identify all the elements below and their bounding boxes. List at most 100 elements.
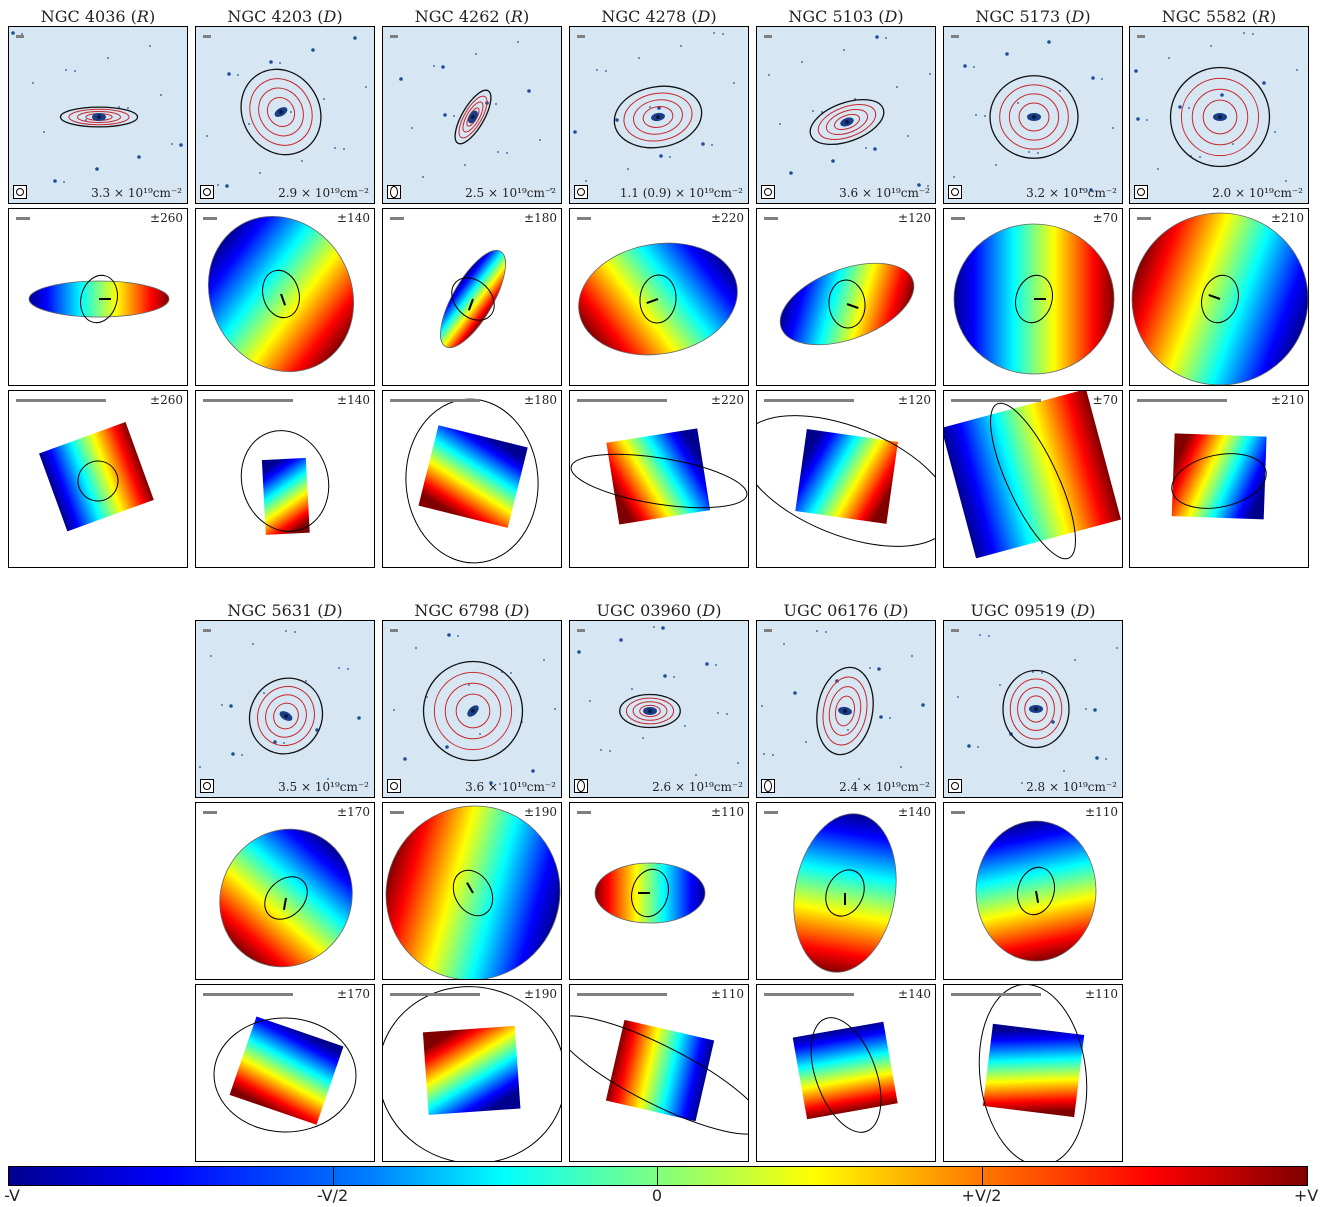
galaxy-type: R bbox=[136, 7, 149, 26]
galaxy-title: UGC 09519 (D) bbox=[970, 601, 1096, 620]
hi-velocity-panel: ±140 bbox=[195, 208, 375, 386]
galaxy-type: D bbox=[510, 601, 524, 620]
beam-icon bbox=[574, 779, 588, 793]
column-density-label: 2.4 × 10¹⁹cm⁻² bbox=[839, 780, 930, 794]
scale-bar bbox=[203, 629, 211, 632]
velocity-range-label: ±170 bbox=[337, 805, 370, 819]
hi-velocity-panel: ±180 bbox=[382, 208, 562, 386]
scale-bar bbox=[764, 993, 854, 996]
beam-icon bbox=[574, 185, 588, 199]
galaxy-title: NGC 4262 (R) bbox=[414, 7, 530, 26]
hi-velocity-map bbox=[793, 813, 897, 973]
hi-velocity-panel: ±110 bbox=[569, 802, 749, 980]
optical-hi-panel: 2.0 × 10¹⁹cm⁻² bbox=[1129, 26, 1309, 204]
hi-velocity-map bbox=[594, 862, 706, 924]
beam-icon bbox=[387, 185, 401, 199]
velocity-range-label: ±170 bbox=[337, 987, 370, 1001]
scale-bar bbox=[764, 811, 778, 814]
optical-image bbox=[393, 633, 556, 785]
scale-bar bbox=[764, 629, 772, 632]
velocity-range-label: ±120 bbox=[898, 211, 931, 225]
hi-velocity-panel: ±190 bbox=[382, 802, 562, 980]
galaxy-title: NGC 4278 (D) bbox=[601, 7, 717, 26]
galaxy-type: D bbox=[1076, 601, 1090, 620]
optical-image bbox=[1134, 32, 1298, 182]
stellar-velocity-panel: ±190 bbox=[382, 984, 562, 1162]
velocity-range-label: ±110 bbox=[1085, 805, 1118, 819]
velocity-range-label: ±140 bbox=[337, 211, 370, 225]
scale-bar bbox=[390, 811, 404, 814]
beam-icon bbox=[761, 185, 775, 199]
velocity-range-label: ±110 bbox=[1085, 987, 1118, 1001]
velocity-range-label: ±220 bbox=[711, 211, 744, 225]
hi-contours bbox=[619, 693, 681, 729]
optical-hi-panel: 1.1 (0.9) × 10¹⁹cm⁻² bbox=[569, 26, 749, 204]
optical-hi-panel: 3.3 × 10¹⁹cm⁻² bbox=[8, 26, 188, 204]
velocity-range-label: ±140 bbox=[898, 987, 931, 1001]
velocity-range-label: ±190 bbox=[524, 805, 557, 819]
optical-hi-panel: 2.9 × 10¹⁹cm⁻² bbox=[195, 26, 375, 204]
optical-hi-panel: 2.6 × 10¹⁹cm⁻² bbox=[569, 620, 749, 798]
galaxy-type: D bbox=[884, 7, 898, 26]
scale-bar bbox=[577, 217, 591, 220]
scale-bar bbox=[203, 993, 293, 996]
column-density-label: 3.5 × 10¹⁹cm⁻² bbox=[278, 780, 369, 794]
hi-velocity-map bbox=[28, 274, 170, 324]
stellar-velocity-panel: ±170 bbox=[195, 984, 375, 1162]
velocity-range-label: ±70 bbox=[1092, 393, 1118, 407]
stellar-velocity-panel: ±120 bbox=[756, 390, 936, 568]
scale-bar bbox=[951, 399, 1041, 402]
galaxy-type: D bbox=[702, 601, 716, 620]
galaxy-title: NGC 5582 (R) bbox=[1161, 7, 1277, 26]
galaxy-type: D bbox=[697, 7, 711, 26]
stellar-velocity-panel: ±210 bbox=[1129, 390, 1309, 568]
optical-image bbox=[11, 31, 183, 183]
scale-bar bbox=[577, 35, 585, 38]
galaxy-name: NGC 5103 bbox=[788, 7, 874, 26]
beam-icon bbox=[13, 185, 27, 199]
galaxy-name: NGC 4203 bbox=[227, 7, 313, 26]
hi-velocity-map bbox=[385, 805, 561, 979]
beam-icon bbox=[387, 779, 401, 793]
stellar-velocity-panel: ±110 bbox=[943, 984, 1123, 1162]
optical-hi-panel: 3.2 × 10¹⁹cm⁻² bbox=[943, 26, 1123, 204]
optical-image bbox=[768, 35, 931, 187]
colorbar-label: -V/2 bbox=[316, 1186, 349, 1205]
galaxy-type: R bbox=[1257, 7, 1270, 26]
stellar-velocity-panel: ±260 bbox=[8, 390, 188, 568]
colorbar-tick bbox=[981, 1166, 983, 1186]
column-density-label: 2.0 × 10¹⁹cm⁻² bbox=[1212, 186, 1303, 200]
scale-bar bbox=[203, 217, 217, 220]
scale-bar bbox=[1137, 35, 1145, 38]
hi-velocity-map bbox=[207, 215, 355, 373]
scale-bar bbox=[390, 399, 480, 402]
optical-hi-panel: 2.8 × 10¹⁹cm⁻² bbox=[943, 620, 1123, 798]
galaxy-type: D bbox=[1071, 7, 1085, 26]
stellar-velocity-map bbox=[792, 1017, 898, 1133]
scale-bar bbox=[390, 217, 404, 220]
colorbar-label: +V/2 bbox=[961, 1186, 1002, 1205]
column-density-label: 2.5 × 10¹⁹cm⁻² bbox=[465, 186, 556, 200]
hi-contours bbox=[613, 85, 703, 149]
stellar-velocity-map bbox=[240, 430, 330, 535]
stellar-velocity-panel: ±110 bbox=[569, 984, 749, 1162]
galaxy-name: UGC 06176 bbox=[783, 601, 879, 620]
scale-bar bbox=[1137, 217, 1151, 220]
hi-velocity-panel: ±120 bbox=[756, 208, 936, 386]
scale-bar bbox=[577, 629, 585, 632]
galaxy-name: UGC 09519 bbox=[970, 601, 1066, 620]
hi-velocity-map bbox=[440, 249, 506, 349]
scale-bar bbox=[577, 993, 667, 996]
colorbar-tick bbox=[657, 1166, 658, 1186]
optical-hi-panel: 3.6 × 10¹⁹cm⁻² bbox=[756, 26, 936, 204]
scale-bar bbox=[764, 399, 854, 402]
hi-velocity-map bbox=[1131, 212, 1308, 385]
scale-bar bbox=[1137, 399, 1227, 402]
hi-contours bbox=[454, 89, 492, 145]
galaxy-name: NGC 5582 bbox=[1161, 7, 1247, 26]
hi-velocity-panel: ±70 bbox=[943, 208, 1123, 386]
hi-contours bbox=[989, 75, 1079, 159]
velocity-range-label: ±180 bbox=[524, 211, 557, 225]
scale-bar bbox=[203, 811, 217, 814]
galaxy-name: UGC 03960 bbox=[596, 601, 692, 620]
